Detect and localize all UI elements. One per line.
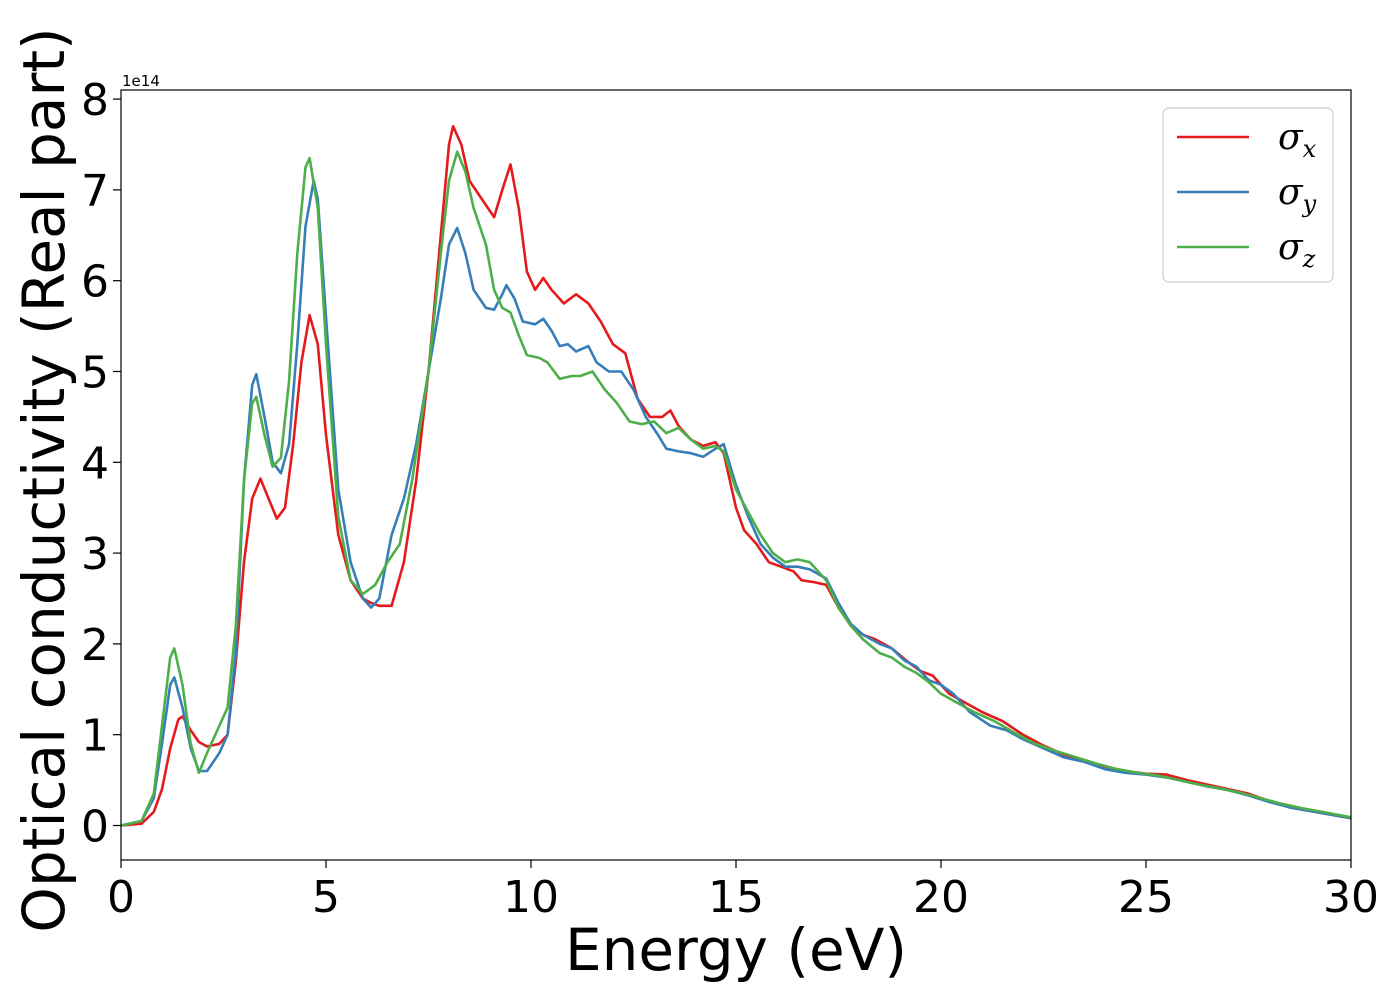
y-tick-label: 7 [81, 166, 109, 217]
y-axis-title: Optical conductivity (Real part) [10, 27, 78, 932]
x-axis-title: Energy (eV) [565, 916, 907, 984]
y-tick-label: 1 [81, 711, 109, 762]
x-tick-label: 10 [503, 872, 559, 923]
legend-label-z: σz [1278, 227, 1316, 273]
legend-box [1162, 107, 1334, 283]
legend: σx σy σz [1162, 107, 1334, 283]
x-tick-label: 30 [1323, 872, 1379, 923]
y-tick-label: 6 [81, 257, 109, 308]
legend-label-y: σy [1278, 172, 1317, 218]
y-tick-label: 8 [81, 75, 109, 126]
y-offset-label: 1e14 [122, 72, 160, 90]
y-tick-label: 2 [81, 620, 109, 671]
y-axis-ticks: 0 1 2 3 4 5 6 7 8 [81, 75, 121, 852]
series-line-z [120, 150, 1352, 827]
y-tick-label: 3 [81, 529, 109, 580]
series-line-y [120, 179, 1352, 827]
plot-frame [120, 89, 1352, 861]
x-axis-ticks: 0 5 10 15 20 25 30 [107, 860, 1379, 923]
y-tick-label: 0 [81, 801, 109, 852]
x-tick-label: 20 [913, 872, 969, 923]
x-tick-label: 5 [312, 872, 340, 923]
y-tick-label: 4 [81, 438, 109, 489]
series-lines [120, 125, 1352, 827]
y-tick-label: 5 [81, 347, 109, 398]
legend-label-x: σx [1278, 117, 1317, 163]
x-tick-label: 25 [1118, 872, 1174, 923]
x-tick-label: 15 [708, 872, 764, 923]
series-line-x [120, 125, 1352, 827]
x-tick-label: 0 [107, 872, 135, 923]
